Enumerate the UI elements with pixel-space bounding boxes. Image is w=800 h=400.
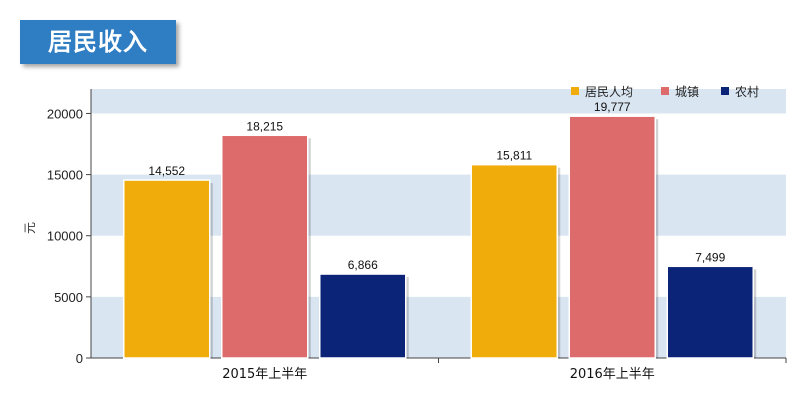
data-label: 18,215 bbox=[246, 119, 283, 133]
y-tick-label: 5000 bbox=[54, 290, 83, 305]
bars bbox=[123, 115, 757, 359]
data-label: 19,777 bbox=[594, 100, 631, 114]
bar bbox=[568, 115, 656, 359]
x-tick-label: 2015年上半年 bbox=[222, 367, 307, 382]
data-labels: 14,552 18,215 6,866 15,811 19,777 7,499 bbox=[148, 100, 725, 272]
legend-label: 居民人均 bbox=[585, 85, 633, 99]
legend: 居民人均 城镇 农村 bbox=[571, 85, 759, 99]
bar bbox=[123, 179, 211, 359]
title-banner: 居民收入 bbox=[20, 20, 176, 64]
data-label: 6,866 bbox=[348, 258, 378, 272]
y-tick-label: 15000 bbox=[47, 168, 83, 183]
y-axis-label: 元 bbox=[23, 222, 37, 234]
grid-band bbox=[91, 89, 786, 114]
data-label: 7,499 bbox=[695, 250, 725, 264]
data-label: 14,552 bbox=[148, 164, 185, 178]
data-label: 15,811 bbox=[496, 149, 532, 163]
legend-swatch bbox=[661, 87, 669, 95]
legend-label: 农村 bbox=[735, 85, 759, 99]
legend-label: 城镇 bbox=[675, 85, 699, 99]
x-tick-label: 2016年上半年 bbox=[570, 367, 655, 382]
bar bbox=[470, 163, 558, 359]
y-tick-label: 20000 bbox=[47, 106, 83, 121]
axes: 0 5000 10000 15000 20000 2015年上半年 2016年上半年 bbox=[47, 89, 787, 382]
legend-swatch bbox=[721, 87, 729, 95]
y-tick-label: 0 bbox=[76, 351, 83, 366]
bar bbox=[319, 273, 407, 359]
bar bbox=[666, 265, 754, 359]
y-tick-label: 10000 bbox=[47, 229, 83, 244]
page-title: 居民收入 bbox=[48, 28, 148, 56]
legend-swatch bbox=[571, 87, 579, 95]
bar bbox=[221, 134, 309, 359]
